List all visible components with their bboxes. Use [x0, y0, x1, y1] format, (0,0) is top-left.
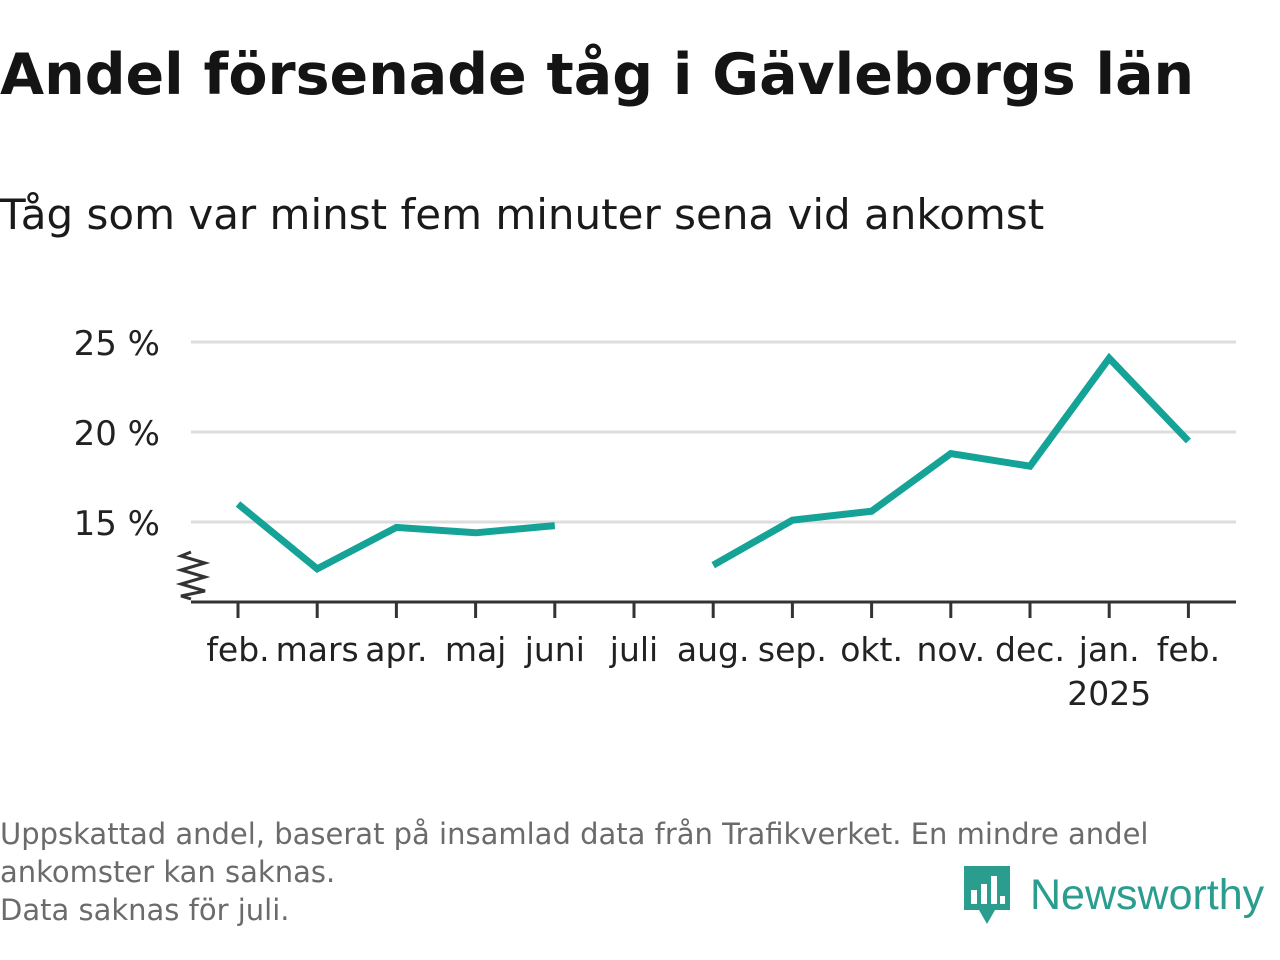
footnote-line-3: Data saknas för juli.: [0, 893, 290, 927]
x-tick-label: dec.: [995, 630, 1065, 669]
x-tick-label: jan.: [1078, 630, 1140, 669]
series-line: [235, 501, 556, 573]
x-tick-label: feb.: [206, 630, 269, 669]
newsworthy-logo: Newsworthy: [962, 864, 1264, 926]
x-tick-label: feb.: [1157, 630, 1220, 669]
x-tick-label: juli: [609, 630, 658, 669]
x-year-label: 2025: [1067, 674, 1151, 713]
newsworthy-logo-text: Newsworthy: [1030, 870, 1265, 919]
footnote: Uppskattad andel, baserat på insamlad da…: [0, 815, 1270, 929]
newsworthy-logo-icon: [964, 866, 1010, 924]
x-tick-label: maj: [445, 630, 507, 669]
chart-title: Andel försenade tåg i Gävleborgs län: [0, 42, 1195, 108]
y-tick-label: 20 %: [74, 414, 160, 454]
x-tick-label: mars: [276, 630, 359, 669]
chart-subtitle: Tåg som var minst fem minuter sena vid a…: [0, 190, 1045, 239]
x-tick-label: aug.: [677, 630, 750, 669]
axis-break-icon: [175, 550, 211, 601]
x-tick-label: apr.: [365, 630, 427, 669]
footnote-line-2: ankomster kan saknas.: [0, 855, 336, 889]
series-line: [711, 352, 1191, 569]
x-tick-label: nov.: [917, 630, 986, 669]
y-tick-label: 25 %: [74, 324, 160, 364]
x-tick-label: juni: [524, 630, 585, 669]
y-tick-label: 15 %: [74, 504, 160, 544]
x-tick-label: okt.: [840, 630, 903, 669]
x-tick-label: sep.: [758, 630, 827, 669]
footnote-line-1: Uppskattad andel, baserat på insamlad da…: [0, 817, 1149, 851]
